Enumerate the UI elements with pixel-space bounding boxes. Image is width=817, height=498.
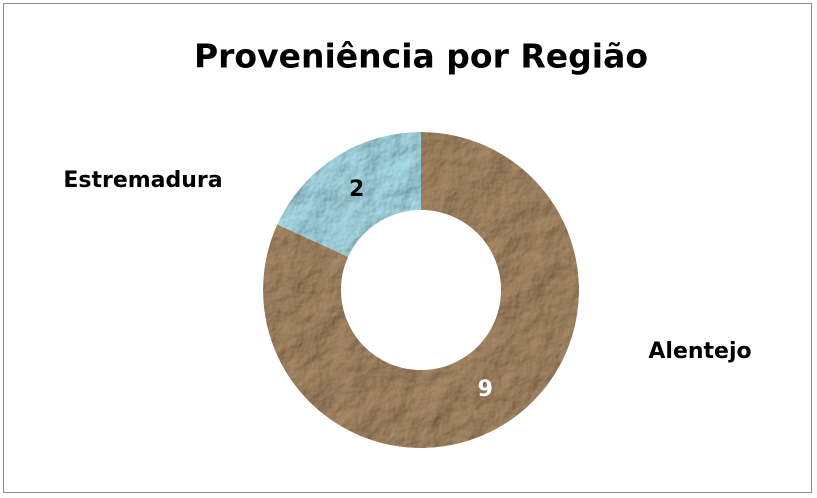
chart-title: Proveniência por Região [194,37,648,76]
category-label: Estremadura [63,168,222,193]
donut-slice [263,132,580,449]
donut [263,132,580,449]
donut-slice [277,132,421,257]
data-label: 9 [478,377,493,402]
category-label: Alentejo [648,339,751,364]
data-label: 2 [349,177,364,202]
